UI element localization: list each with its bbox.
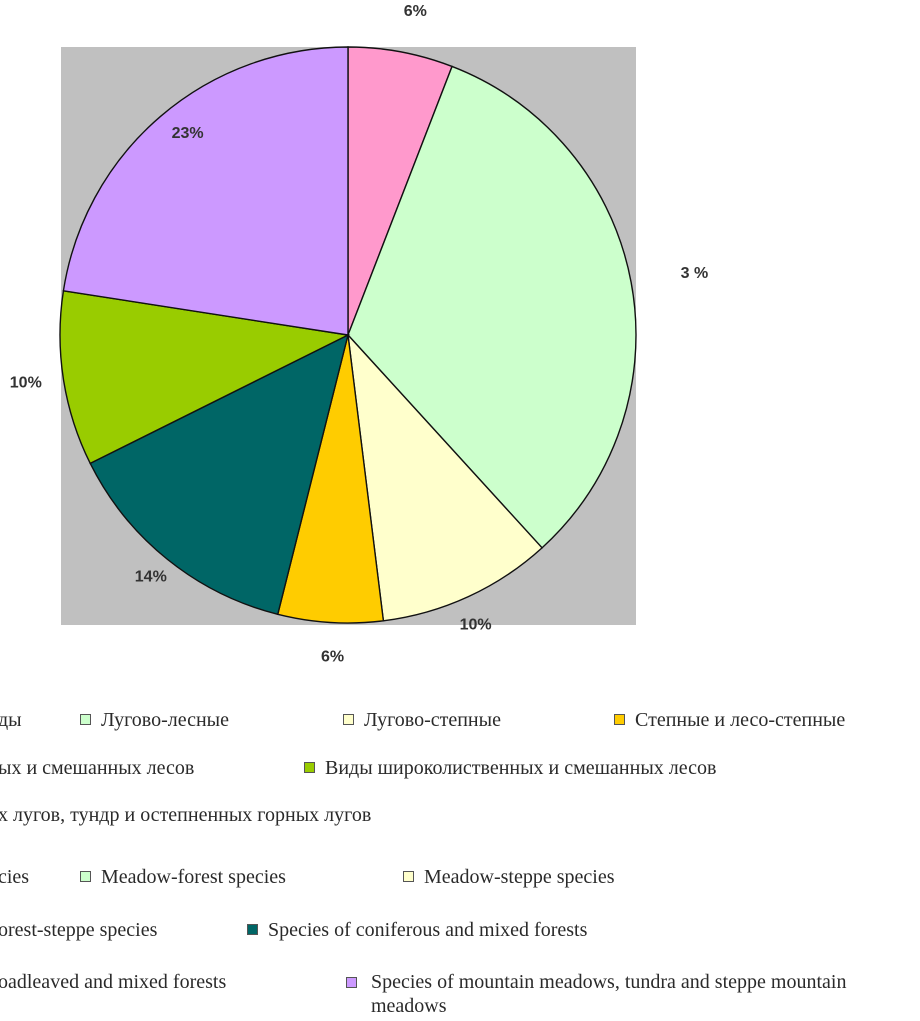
swatch-meadow-steppe-en-icon xyxy=(403,871,414,882)
swatch-meadow-steppe-icon xyxy=(343,714,354,725)
slice-label-4: 14% xyxy=(135,568,167,585)
slice-label-2: 10% xyxy=(460,617,492,634)
pie-chart: 6% 3 % 10% 6% 14% 10% 23% xyxy=(10,3,709,665)
legend-entry-ru-4: ых и смешанных лесов xyxy=(0,757,195,779)
legend-entry-ru-1: Лугово-лесные xyxy=(80,708,229,732)
legend-entry-en-5: oadleaved and mixed forests xyxy=(0,971,227,993)
pie-slice-2 xyxy=(347,332,544,622)
pie-slice-5 xyxy=(59,290,351,465)
legend-entry-ru-3: Степные и лесо-степные xyxy=(614,708,845,732)
slice-label-1: 3 % xyxy=(681,265,709,282)
slice-label-0: 6% xyxy=(404,3,427,20)
swatch-meadow-forest-en-icon xyxy=(80,871,91,882)
swatch-steppe-icon xyxy=(614,714,625,725)
pie-slice-6 xyxy=(62,46,349,336)
legend-entry-en-1: Meadow-forest species xyxy=(80,865,286,889)
swatch-meadow-forest-icon xyxy=(80,714,91,725)
legend-entry-ru-5: Виды широколиственных и смешанных лесов xyxy=(304,756,716,780)
slice-label-3: 6% xyxy=(321,648,344,665)
legend-entry-en-3: orest-steppe species xyxy=(0,919,158,941)
legend-entry-en-4: Species of coniferous and mixed forests xyxy=(247,918,587,942)
legend-entry-ru-0: ды xyxy=(0,709,22,731)
slice-label-6: 23% xyxy=(172,125,204,142)
legend-entry-en-6: Species of mountain meadows, tundra and … xyxy=(346,970,916,1018)
pie-slice-1 xyxy=(347,65,637,549)
swatch-mountain-meadows-icon xyxy=(346,977,357,988)
swatch-broadleaved-icon xyxy=(304,762,315,773)
pie-slice-4 xyxy=(89,333,350,616)
legend-entry-en-2: Meadow-steppe species xyxy=(403,865,615,889)
legend-entry-en-0: cies xyxy=(0,866,30,888)
legend-entry-ru-6: х лугов, тундр и остепненных горных луго… xyxy=(0,804,372,826)
swatch-coniferous-icon xyxy=(247,924,258,935)
legend-entry-ru-2: Лугово-степные xyxy=(343,708,501,732)
slice-label-5: 10% xyxy=(10,374,42,391)
